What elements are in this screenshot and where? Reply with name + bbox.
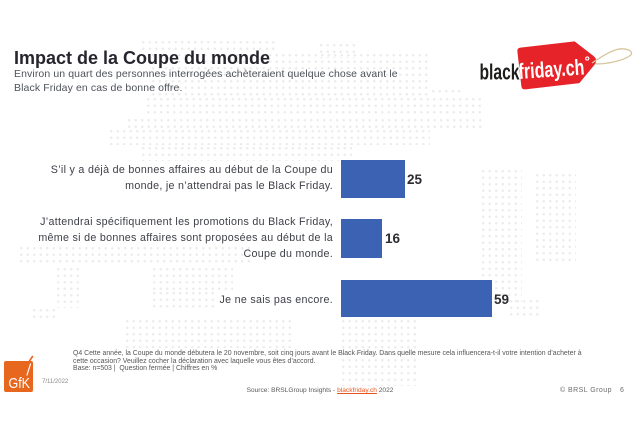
svg-text:black: black	[480, 60, 521, 85]
svg-text:GfK: GfK	[9, 375, 31, 392]
svg-text:friday.ch: friday.ch	[518, 54, 586, 84]
